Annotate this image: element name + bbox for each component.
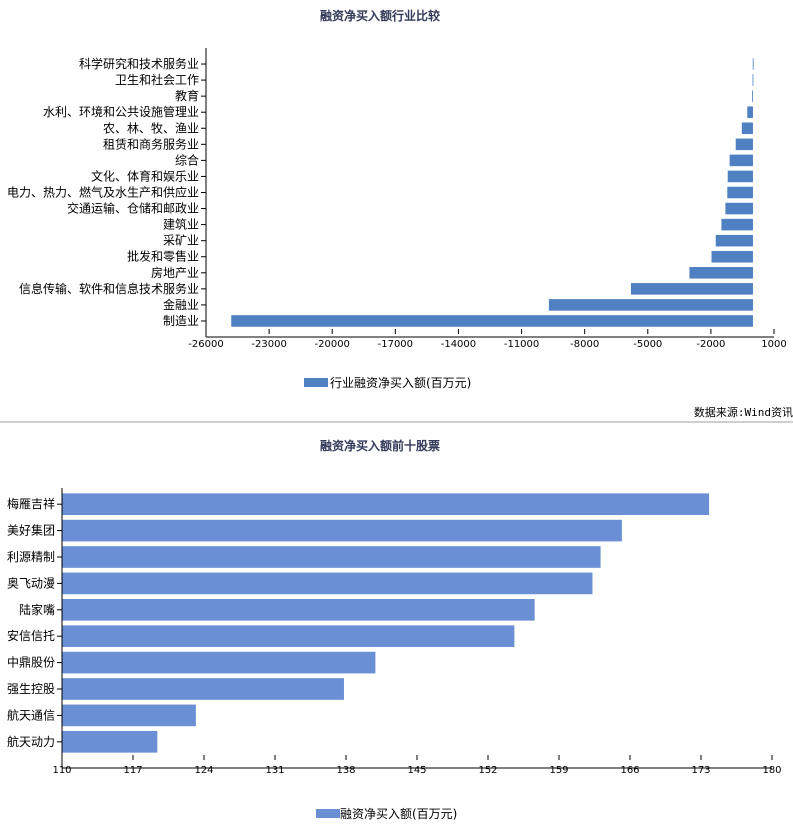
industry-legend: 行业融资净买入额(百万元): [304, 376, 471, 390]
x-tick-label-2-9: 173: [691, 765, 710, 776]
bar-2-1: [62, 519, 622, 542]
bar-2-8: [62, 704, 196, 727]
bar-2-6: [62, 651, 376, 674]
industry-x-ticks: -26000 -23000 -20000 -17000 -14000 -11000 -800…: [188, 329, 787, 350]
bar-2-7: [62, 678, 344, 700]
bar-2-5: [62, 625, 515, 648]
x-tick-label-2-4: 138: [336, 765, 355, 776]
bar-1-13: [689, 267, 753, 279]
bar-1-7: [727, 170, 753, 183]
bar-2-2: [62, 546, 601, 568]
stock-x-ticks: 110 117 124 131 138 145 152 159 166 173 180: [52, 755, 782, 776]
category-label-1-8: 电力、热力、燃气及水生产和供应业: [7, 185, 199, 200]
category-label-2-8: 航天通信: [7, 707, 55, 722]
category-label-2-2: 利源精制: [7, 550, 55, 564]
x-tick-label-2-1: 117: [123, 765, 142, 776]
x-tick-label-1-0: -26000: [188, 339, 223, 350]
x-tick-label-1-1: -23000: [251, 339, 286, 350]
category-label-1-1: 卫生和社会工作: [115, 72, 199, 87]
category-label-2-1: 美好集团: [7, 523, 55, 538]
x-tick-label-2-5: 145: [407, 765, 426, 776]
category-label-2-7: 强生控股: [7, 682, 55, 696]
bar-2-4: [62, 598, 535, 621]
category-label-2-6: 中鼎股份: [7, 655, 55, 670]
stock-chart-title: 融资净买入额前十股票: [320, 438, 440, 453]
bar-1-1: [752, 74, 754, 86]
x-tick-label-2-7: 159: [549, 765, 568, 776]
bar-1-8: [727, 186, 753, 199]
x-tick-label-2-8: 166: [620, 765, 639, 776]
category-label-1-4: 农、林、牧、渔业: [103, 121, 199, 135]
category-label-1-11: 采矿业: [163, 234, 199, 248]
category-label-1-5: 租赁和商务服务业: [103, 136, 199, 151]
category-label-1-14: 信息传输、软件和信息技术服务业: [19, 281, 199, 296]
bar-1-5: [735, 138, 753, 151]
category-label-1-9: 交通运输、仓储和邮政业: [67, 201, 199, 216]
industry-chart-title: 融资净买入额行业比较: [320, 8, 440, 23]
bar-1-10: [721, 218, 753, 231]
stock-legend-label: 融资净买入额(百万元): [340, 807, 457, 821]
x-tick-label-1-3: -17000: [378, 339, 413, 350]
x-tick-label-1-6: -8000: [570, 339, 599, 350]
category-label-1-10: 建筑业: [163, 217, 199, 232]
x-tick-label-2-6: 152: [478, 765, 497, 776]
industry-chart: 融资净买入额行业比较 科学研究和技术服务业卫生和社会工作教育水利、环境和公共设施…: [7, 8, 793, 419]
bar-1-0: [752, 58, 754, 70]
bar-1-2: [752, 90, 753, 102]
stock-chart: 融资净买入额前十股票 梅雁吉祥美好集团利源精制奥飞动漫陆家嘴安信信托中鼎股份强生…: [7, 438, 782, 821]
bar-1-3: [747, 106, 753, 118]
bar-2-0: [62, 493, 710, 516]
category-label-2-0: 梅雁吉祥: [7, 496, 55, 511]
category-label-1-7: 文化、体育和娱乐业: [91, 168, 199, 183]
x-tick-label-2-10: 180: [762, 765, 781, 776]
x-tick-label-2-2: 124: [194, 765, 213, 776]
bar-1-12: [711, 250, 753, 263]
x-tick-label-1-8: -2000: [696, 339, 725, 350]
x-tick-label-2-0: 110: [52, 765, 71, 776]
x-tick-label-1-2: -20000: [315, 339, 350, 350]
category-label-2-9: 航天动力: [7, 734, 55, 749]
bar-1-9: [725, 202, 753, 215]
x-tick-label-1-9: 1000: [761, 339, 786, 350]
category-label-1-15: 金融业: [163, 297, 199, 312]
source-note: 数据来源:Wind资讯: [694, 405, 793, 419]
category-label-1-6: 综合: [175, 152, 199, 167]
industry-legend-label: 行业融资净买入额(百万元): [330, 376, 471, 390]
category-label-1-0: 科学研究和技术服务业: [79, 56, 199, 71]
bar-1-16: [231, 315, 753, 327]
category-label-1-2: 教育: [175, 88, 199, 103]
bar-1-15: [548, 299, 753, 311]
bar-1-14: [630, 283, 753, 295]
category-label-1-12: 批发和零售业: [127, 249, 199, 264]
x-tick-label-1-5: -11000: [504, 339, 539, 350]
bar-1-4: [741, 122, 753, 135]
category-label-1-16: 制造业: [163, 314, 199, 328]
x-tick-label-2-3: 131: [265, 765, 284, 776]
bar-2-3: [62, 572, 593, 595]
bar-2-9: [62, 730, 158, 753]
x-tick-label-1-7: -5000: [633, 339, 662, 350]
stock-bars: [62, 493, 710, 753]
category-label-1-13: 房地产业: [151, 265, 199, 280]
category-label-2-4: 陆家嘴: [19, 602, 55, 617]
stock-legend: 融资净买入额(百万元): [316, 807, 457, 821]
bar-1-6: [729, 154, 753, 167]
bar-1-11: [715, 234, 753, 247]
category-label-1-3: 水利、环境和公共设施管理业: [43, 104, 199, 119]
category-label-2-3: 奥飞动漫: [7, 576, 55, 590]
x-tick-label-1-4: -14000: [441, 339, 476, 350]
industry-bars: [231, 58, 754, 327]
industry-category-labels: 科学研究和技术服务业卫生和社会工作教育水利、环境和公共设施管理业农、林、牧、渔业…: [7, 56, 206, 328]
category-label-2-5: 安信信托: [7, 628, 55, 643]
industry-legend-swatch: [304, 378, 328, 387]
stock-legend-swatch: [316, 809, 340, 818]
